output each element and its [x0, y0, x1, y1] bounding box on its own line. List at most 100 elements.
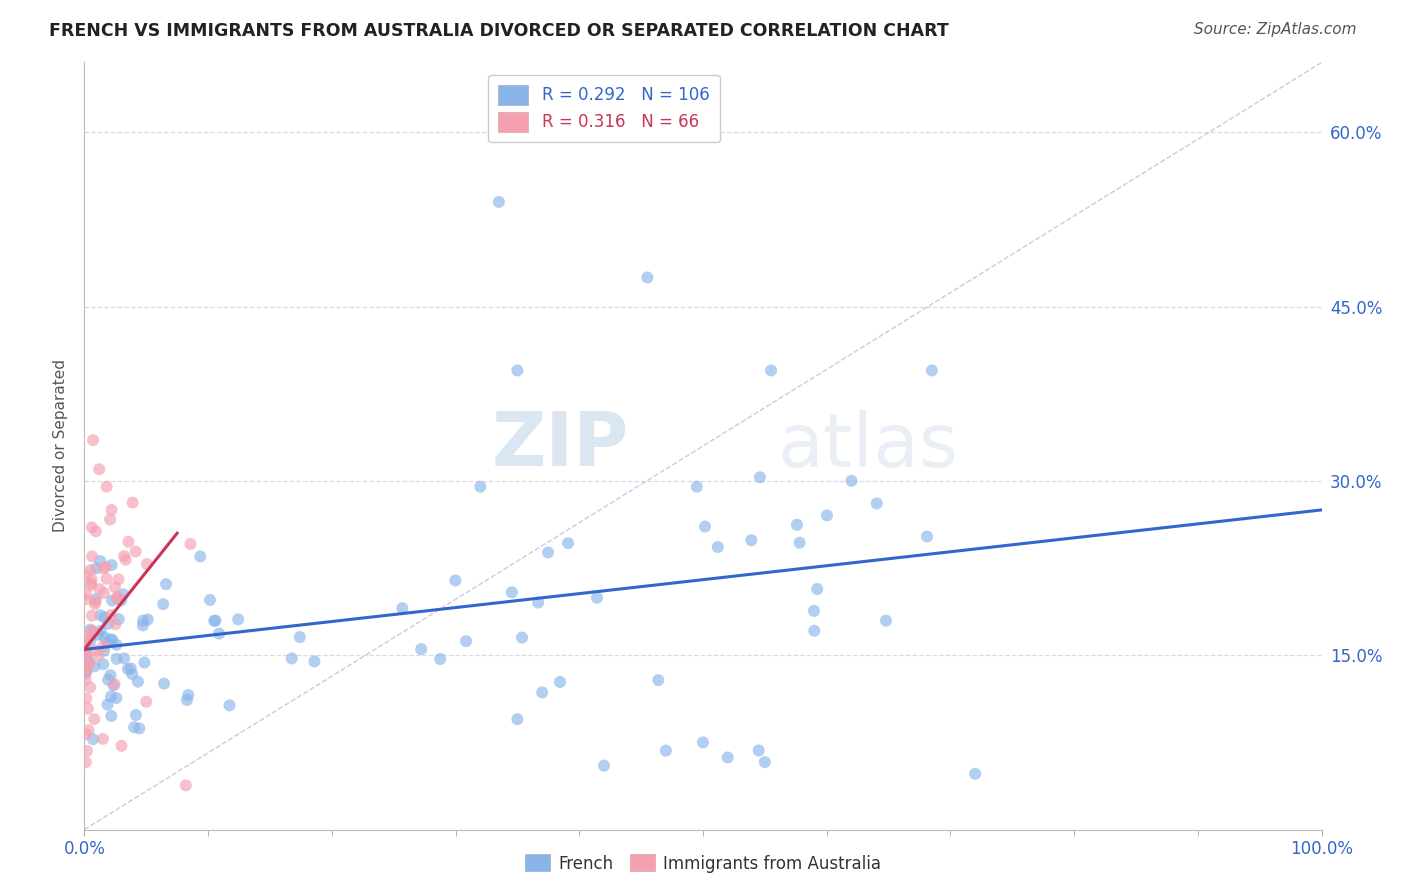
Point	[655, 743, 678, 757]
Point	[686, 480, 709, 494]
Point	[527, 595, 550, 609]
Point	[806, 582, 828, 596]
Point	[100, 503, 122, 517]
Point	[288, 630, 311, 644]
Point	[84, 643, 107, 657]
Point	[280, 651, 302, 665]
Point	[391, 601, 413, 615]
Point	[103, 678, 125, 692]
Point	[304, 655, 326, 669]
Point	[647, 673, 669, 687]
Point	[79, 563, 101, 577]
Point	[75, 567, 97, 582]
Point	[100, 709, 122, 723]
Point	[75, 642, 97, 657]
Point	[749, 470, 772, 484]
Point	[79, 633, 101, 648]
Point	[103, 677, 125, 691]
Point	[506, 363, 529, 377]
Point	[153, 676, 176, 690]
Point	[124, 544, 146, 558]
Point	[80, 608, 103, 623]
Point	[80, 520, 103, 534]
Point	[91, 657, 114, 672]
Point	[429, 652, 451, 666]
Point	[803, 604, 825, 618]
Point	[127, 674, 149, 689]
Point	[100, 558, 122, 572]
Point	[121, 496, 143, 510]
Point	[75, 664, 97, 678]
Point	[75, 755, 97, 769]
Point	[93, 643, 115, 657]
Point	[83, 624, 105, 639]
Point	[188, 549, 211, 564]
Point	[93, 639, 115, 653]
Point	[89, 582, 111, 596]
Point	[80, 549, 103, 564]
Point	[921, 363, 943, 377]
Point	[740, 533, 762, 548]
Point	[96, 480, 118, 494]
Point	[105, 690, 128, 705]
Point	[93, 586, 115, 600]
Point	[98, 512, 121, 526]
Point	[76, 659, 98, 673]
Point	[80, 573, 103, 587]
Point	[501, 585, 523, 599]
Point	[866, 496, 889, 510]
Point	[91, 731, 114, 746]
Point	[841, 474, 863, 488]
Y-axis label: Divorced or Separated: Divorced or Separated	[53, 359, 69, 533]
Point	[117, 662, 139, 676]
Point	[488, 194, 510, 209]
Point	[105, 638, 128, 652]
Point	[83, 659, 105, 673]
Point	[134, 656, 156, 670]
Point	[97, 616, 120, 631]
Point	[76, 744, 98, 758]
Point	[82, 732, 104, 747]
Point	[135, 695, 157, 709]
Point	[759, 363, 782, 377]
Point	[101, 633, 124, 648]
Point	[112, 549, 135, 563]
Point	[155, 577, 177, 591]
Point	[76, 651, 98, 665]
Point	[110, 739, 132, 753]
Point	[77, 655, 100, 669]
Point	[89, 608, 111, 623]
Point	[83, 712, 105, 726]
Point	[128, 722, 150, 736]
Point	[707, 540, 730, 554]
Point	[136, 613, 159, 627]
Legend: R = 0.292   N = 106, R = 0.316   N = 66: R = 0.292 N = 106, R = 0.316 N = 66	[488, 75, 720, 142]
Point	[105, 591, 128, 606]
Point	[104, 617, 127, 632]
Point	[786, 517, 808, 532]
Point	[121, 667, 143, 681]
Point	[77, 701, 100, 715]
Point	[91, 561, 114, 575]
Point	[76, 630, 98, 644]
Point	[110, 593, 132, 607]
Point	[107, 612, 129, 626]
Point	[754, 755, 776, 769]
Point	[174, 778, 197, 792]
Point	[132, 618, 155, 632]
Point	[593, 758, 616, 772]
Point	[75, 666, 97, 681]
Point	[789, 535, 811, 549]
Point	[202, 614, 225, 628]
Point	[75, 646, 97, 660]
Point	[94, 560, 117, 574]
Point	[80, 624, 103, 638]
Point	[132, 614, 155, 628]
Legend: French, Immigrants from Australia: French, Immigrants from Australia	[517, 847, 889, 880]
Point	[89, 554, 111, 568]
Point	[177, 688, 200, 702]
Point	[75, 673, 97, 687]
Point	[107, 572, 129, 586]
Point	[79, 681, 101, 695]
Point	[96, 572, 118, 586]
